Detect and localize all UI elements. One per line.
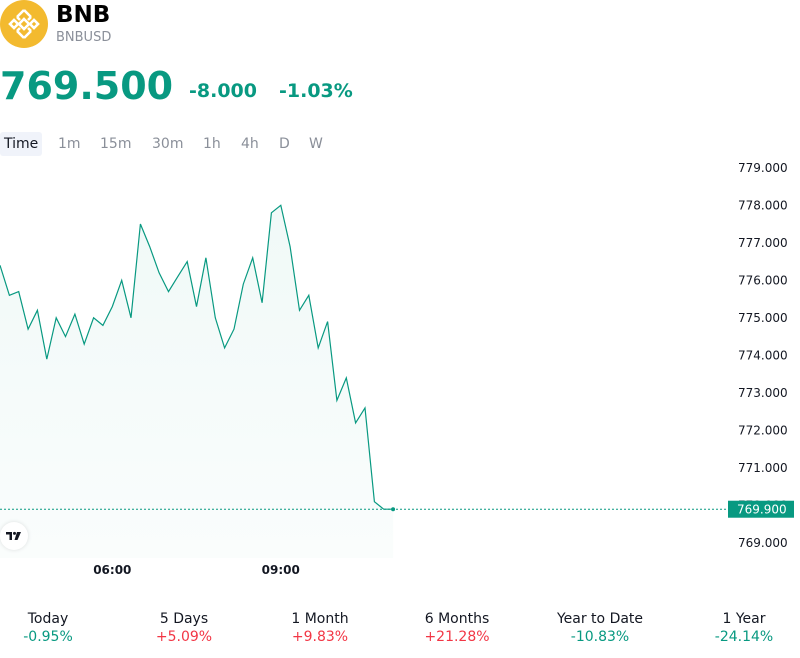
price-change: -8.000 (189, 80, 257, 102)
tab-d[interactable]: D (279, 136, 290, 152)
y-tick-label: 775.000 (738, 311, 788, 325)
period-5-days[interactable]: 5 Days +5.09% (119, 610, 249, 646)
period-label: Year to Date (556, 611, 644, 627)
price-area (0, 205, 394, 559)
tab-1h[interactable]: 1h (203, 136, 221, 152)
symbol-pair: BNBUSD (56, 30, 112, 45)
period-year-to-date[interactable]: Year to Date -10.83% (535, 610, 665, 646)
period-1-month[interactable]: 1 Month +9.83% (255, 610, 385, 646)
x-tick-label: 06:00 (93, 563, 131, 577)
period-1-year[interactable]: 1 Year -24.14% (679, 610, 800, 646)
bnb-logo-icon (0, 0, 48, 48)
period-value: -24.14% (714, 629, 774, 645)
y-tick-label: 771.000 (738, 461, 788, 475)
y-tick-label: 778.000 (738, 198, 788, 212)
performance-periods: Today -0.95% 5 Days +5.09% 1 Month +9.83… (0, 610, 800, 650)
tab-15m[interactable]: 15m (100, 136, 132, 152)
tab-time[interactable]: Time (0, 132, 43, 156)
y-tick-label: 769.000 (738, 536, 788, 550)
period-value: +9.83% (291, 629, 349, 645)
symbol-name: BNB (56, 2, 111, 28)
tradingview-logo-icon[interactable] (0, 522, 28, 550)
period-value: +21.28% (424, 629, 490, 645)
period-value: -0.95% (23, 629, 73, 645)
tab-1m[interactable]: 1m (58, 136, 81, 152)
period-value: -10.83% (570, 629, 630, 645)
last-price-dot (391, 507, 396, 512)
period-label: 6 Months (424, 611, 490, 627)
period-label: 5 Days (159, 611, 209, 627)
y-tick-label: 773.000 (738, 386, 788, 400)
last-price-label: 769.900 (737, 503, 787, 517)
period-label: 1 Year (722, 611, 766, 627)
price-change-percent: -1.03% (279, 80, 353, 102)
y-tick-label: 772.000 (738, 423, 788, 437)
last-price-badge: 769.900 (728, 500, 794, 518)
tab-w[interactable]: W (309, 136, 323, 152)
y-tick-label: 779.000 (738, 161, 788, 175)
y-tick-label: 777.000 (738, 236, 788, 250)
tab-4h[interactable]: 4h (241, 136, 259, 152)
period-value: +5.09% (155, 629, 213, 645)
period-6-months[interactable]: 6 Months +21.28% (392, 610, 522, 646)
period-today[interactable]: Today -0.95% (0, 610, 113, 646)
period-label: Today (27, 611, 69, 627)
y-tick-label: 774.000 (738, 348, 788, 362)
tab-30m[interactable]: 30m (152, 136, 184, 152)
x-tick-label: 09:00 (262, 563, 300, 577)
price-line (0, 204, 394, 510)
period-label: 1 Month (291, 611, 349, 627)
last-price: 769.500 (0, 64, 174, 108)
y-tick-label: 776.000 (738, 273, 788, 287)
price-chart[interactable]: 779.000 778.000 777.000 776.000 775.000 774.0… (0, 160, 800, 600)
